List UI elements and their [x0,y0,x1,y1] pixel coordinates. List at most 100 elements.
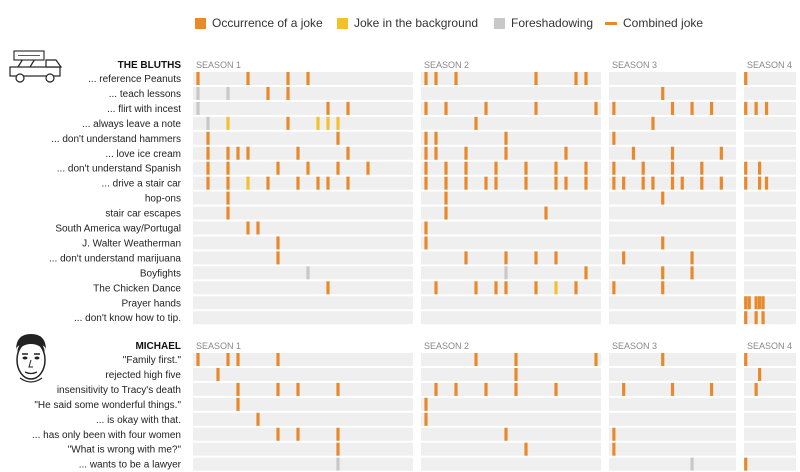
legend-swatch-foreshadowing [494,17,505,29]
row-track [744,161,796,175]
row-track [193,251,413,265]
row-track [193,311,413,325]
legend-line-combined [605,21,617,25]
row-track [421,353,601,366]
row-track [421,191,601,205]
joke-mark [574,72,578,85]
joke-mark [504,266,508,280]
row-track [744,442,796,456]
row-track [421,442,601,456]
joke-mark [761,296,765,310]
joke-mark [276,427,280,441]
joke-mark [484,176,488,190]
joke-mark [534,72,538,85]
joke-mark [631,146,636,160]
joke-mark [651,176,655,190]
joke-mark [424,412,428,426]
joke-mark [680,176,684,190]
row-track [609,281,736,295]
joke-mark [296,176,300,190]
joke-mark [296,146,300,160]
row-track [193,176,413,190]
joke-mark [226,146,230,160]
row-track [609,266,736,280]
joke-mark [719,176,723,190]
joke-mark [514,382,518,396]
joke-mark [276,251,280,265]
row-track [193,236,413,250]
joke-mark [206,161,210,175]
joke-mark [612,101,616,115]
joke-mark [464,146,468,160]
row-label: Prayer hands [122,298,181,309]
row-label: "Family first." [123,355,182,366]
joke-mark [206,176,210,190]
joke-mark [226,86,230,100]
joke-mark [226,116,230,130]
joke-mark [236,146,240,160]
row-track [193,191,413,205]
joke-mark [236,397,240,411]
row-label: ... don't understand marijuana [49,253,181,264]
group-title: THE BLUTHS [118,60,182,71]
joke-mark [744,353,748,366]
joke-mark [286,72,290,85]
joke-mark [196,353,200,366]
joke-mark [494,281,498,295]
row-track [744,236,796,250]
joke-mark [306,72,310,85]
joke-mark [661,266,665,280]
joke-mark [196,72,200,85]
joke-mark [574,281,578,295]
joke-mark [612,427,616,441]
joke-mark [744,176,748,190]
joke-mark [326,116,330,130]
joke-mark [690,266,694,280]
joke-mark [206,131,210,145]
row-track [744,457,796,471]
joke-mark [564,176,568,190]
joke-mark [744,161,748,175]
row-track [744,397,796,411]
joke-mark [276,382,280,396]
joke-mark [246,72,250,85]
joke-mark [719,146,723,160]
joke-mark [464,251,468,265]
joke-mark [612,131,616,145]
joke-mark [754,296,758,310]
joke-mark [494,176,498,190]
joke-mark [594,353,598,366]
row-track [193,86,413,100]
row-label: ... teach lessons [109,89,181,100]
row-track [609,72,736,85]
row-track [421,161,601,175]
joke-mark [424,236,428,250]
row-track [421,116,601,130]
joke-mark [544,206,548,220]
joke-mark [747,296,751,310]
legend-label: Combined joke [623,16,704,30]
michael-portrait-icon [16,334,46,383]
joke-mark [276,353,280,366]
joke-mark [554,176,558,190]
joke-mark [226,176,230,190]
row-track [609,353,736,366]
joke-mark [424,221,428,235]
row-track [193,457,413,471]
row-track [193,442,413,456]
joke-mark [444,176,448,190]
row-track [744,311,796,325]
joke-mark [266,86,270,100]
legend-item-foreshadowing: Foreshadowing [494,15,593,31]
season-label: SEASON 1 [196,341,241,351]
joke-mark [424,72,428,85]
joke-mark [484,101,488,115]
joke-mark [196,101,200,115]
row-track [744,101,796,115]
joke-mark [226,206,230,220]
joke-mark [744,457,748,471]
joke-mark [336,382,340,396]
season-label: SEASON 1 [196,60,241,70]
row-track [744,146,796,160]
row-track [421,146,601,160]
